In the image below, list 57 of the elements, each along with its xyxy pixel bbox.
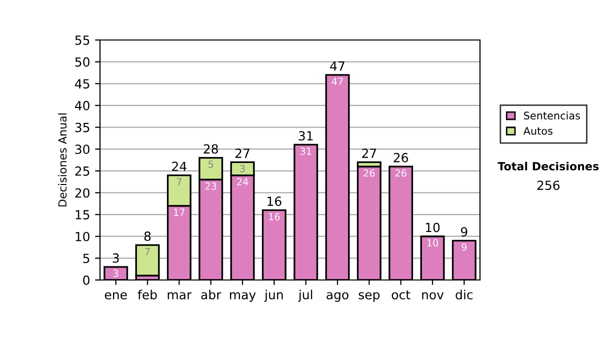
total-label: 9 xyxy=(460,227,468,237)
x-tick-label: oct xyxy=(392,290,410,300)
data-label: 26 xyxy=(395,169,406,177)
text: 256 xyxy=(537,180,560,190)
total-label: 47 xyxy=(330,61,344,71)
x-tick-label: dic xyxy=(456,290,473,300)
total-label: 27 xyxy=(362,148,376,158)
total-label: 3 xyxy=(112,253,119,263)
y-tick-label: 25 xyxy=(75,166,90,176)
y-tick-label: 15 xyxy=(76,210,90,220)
x-tick-label: may xyxy=(230,292,256,302)
data-label: 3 xyxy=(113,270,118,278)
text: Total Decisiones xyxy=(498,162,599,170)
data-label: 31 xyxy=(300,148,312,155)
x-tick-label: jun xyxy=(264,290,283,302)
total-label: 16 xyxy=(268,196,282,206)
data-label: 47 xyxy=(332,78,343,85)
data-label: 10 xyxy=(427,239,438,247)
data-label: 7 xyxy=(145,248,150,256)
x-tick-label: ago xyxy=(326,292,348,302)
total-label: 26 xyxy=(394,152,408,162)
total-label: 10 xyxy=(426,222,440,232)
data-label: 24 xyxy=(237,178,248,186)
total-label: 31 xyxy=(298,131,313,141)
x-tick-label: mar xyxy=(168,292,192,300)
x-tick-label: sep xyxy=(358,292,380,302)
y-tick-label: 5 xyxy=(83,254,90,264)
y-tick-label: 20 xyxy=(75,188,90,198)
x-tick-label: feb xyxy=(138,290,157,300)
x-tick-label: abr xyxy=(201,290,222,300)
y-tick-label: 40 xyxy=(74,100,90,110)
y-axis-title: Decisiones Anual xyxy=(58,114,67,206)
x-tick-label: jul xyxy=(298,290,312,302)
y-tick-label: 35 xyxy=(75,122,90,132)
total-label: 27 xyxy=(235,148,250,158)
x-tick-label: ene xyxy=(104,292,127,300)
total-label: 24 xyxy=(172,162,186,171)
data-label: 26 xyxy=(364,169,375,177)
data-label: 3 xyxy=(240,164,245,172)
data-label: 5 xyxy=(208,160,214,168)
data-label: 16 xyxy=(269,212,280,220)
legend-label: Sentencias xyxy=(524,111,580,120)
total-label: 8 xyxy=(144,231,151,241)
y-tick-label: 55 xyxy=(75,36,90,45)
y-tick-label: 0 xyxy=(83,275,90,285)
data-label: 17 xyxy=(174,208,185,216)
x-tick-label: nov xyxy=(422,292,444,300)
data-label: 23 xyxy=(205,182,216,190)
total-label: 28 xyxy=(204,144,218,154)
y-tick-label: 50 xyxy=(75,57,90,67)
bar xyxy=(135,244,160,276)
y-tick-label: 45 xyxy=(74,79,90,89)
data-label: 9 xyxy=(462,244,467,251)
y-tick-label: 30 xyxy=(75,144,90,154)
data-label: 7 xyxy=(176,178,182,186)
legend-label: Autos xyxy=(523,127,552,135)
y-tick-label: 10 xyxy=(76,232,90,242)
